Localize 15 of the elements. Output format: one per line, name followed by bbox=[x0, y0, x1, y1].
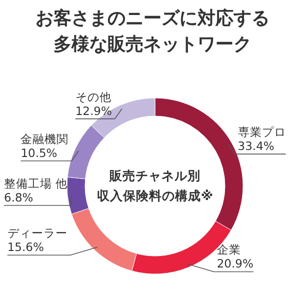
slice-label: 専業プロ bbox=[238, 125, 286, 140]
data-label: 12.9% bbox=[75, 104, 112, 118]
data-label: 33.4% bbox=[238, 139, 274, 154]
data-label: 20.9% bbox=[216, 256, 254, 271]
data-label: 6.8% bbox=[4, 190, 34, 204]
title: お客さまのニーズに対応する多様な販売ネットワーク bbox=[36, 8, 270, 55]
text: 収入保険料の構成※ bbox=[96, 188, 214, 203]
data-label: 10.5% bbox=[20, 146, 58, 160]
text: 販売チャネル別 bbox=[108, 168, 200, 183]
slice-label: 金融機関 bbox=[20, 132, 69, 146]
slice-label: 整備工場 他 bbox=[4, 176, 68, 190]
data-label: 15.6% bbox=[7, 240, 44, 254]
slice-label: ディーラー bbox=[7, 226, 68, 240]
slice-label: その他 bbox=[75, 90, 112, 104]
slice-label: 企業 bbox=[216, 242, 241, 257]
